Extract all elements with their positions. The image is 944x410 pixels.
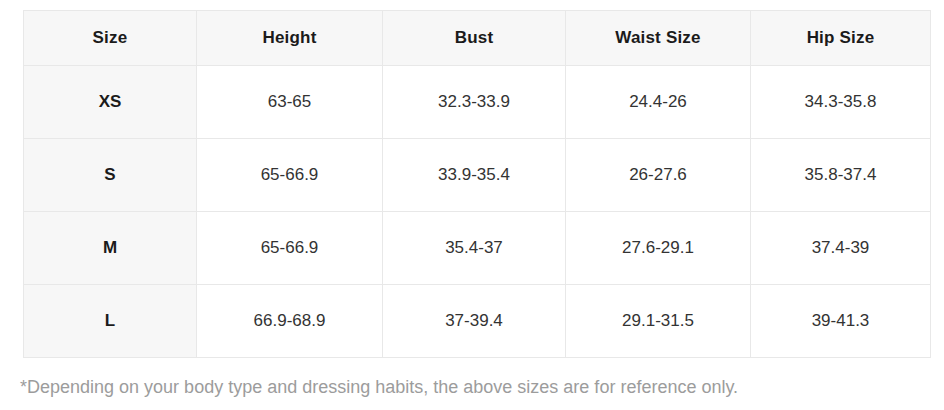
waist-cell: 26-27.6	[566, 139, 751, 212]
height-cell: 65-66.9	[197, 212, 383, 285]
size-label-cell: XS	[24, 66, 197, 139]
table-row-m: M 65-66.9 35.4-37 27.6-29.1 37.4-39	[24, 212, 931, 285]
table-row-l: L 66.9-68.9 37-39.4 29.1-31.5 39-41.3	[24, 285, 931, 358]
column-header-size: Size	[24, 11, 197, 66]
column-header-bust: Bust	[383, 11, 566, 66]
waist-cell: 24.4-26	[566, 66, 751, 139]
height-cell: 63-65	[197, 66, 383, 139]
bust-cell: 35.4-37	[383, 212, 566, 285]
column-header-hip: Hip Size	[751, 11, 931, 66]
bust-cell: 33.9-35.4	[383, 139, 566, 212]
waist-cell: 29.1-31.5	[566, 285, 751, 358]
hip-cell: 39-41.3	[751, 285, 931, 358]
hip-cell: 37.4-39	[751, 212, 931, 285]
hip-cell: 35.8-37.4	[751, 139, 931, 212]
disclaimer-note: *Depending on your body type and dressin…	[20, 377, 738, 398]
waist-cell: 27.6-29.1	[566, 212, 751, 285]
table-header-row: Size Height Bust Waist Size Hip Size	[24, 11, 931, 66]
size-label-cell: S	[24, 139, 197, 212]
size-chart-section: Size Height Bust Waist Size Hip Size XS …	[23, 10, 931, 358]
size-label-cell: L	[24, 285, 197, 358]
column-header-height: Height	[197, 11, 383, 66]
bust-cell: 32.3-33.9	[383, 66, 566, 139]
column-header-waist: Waist Size	[566, 11, 751, 66]
size-label-cell: M	[24, 212, 197, 285]
size-chart-table: Size Height Bust Waist Size Hip Size XS …	[23, 10, 931, 358]
hip-cell: 34.3-35.8	[751, 66, 931, 139]
table-row-xs: XS 63-65 32.3-33.9 24.4-26 34.3-35.8	[24, 66, 931, 139]
height-cell: 65-66.9	[197, 139, 383, 212]
table-row-s: S 65-66.9 33.9-35.4 26-27.6 35.8-37.4	[24, 139, 931, 212]
height-cell: 66.9-68.9	[197, 285, 383, 358]
bust-cell: 37-39.4	[383, 285, 566, 358]
